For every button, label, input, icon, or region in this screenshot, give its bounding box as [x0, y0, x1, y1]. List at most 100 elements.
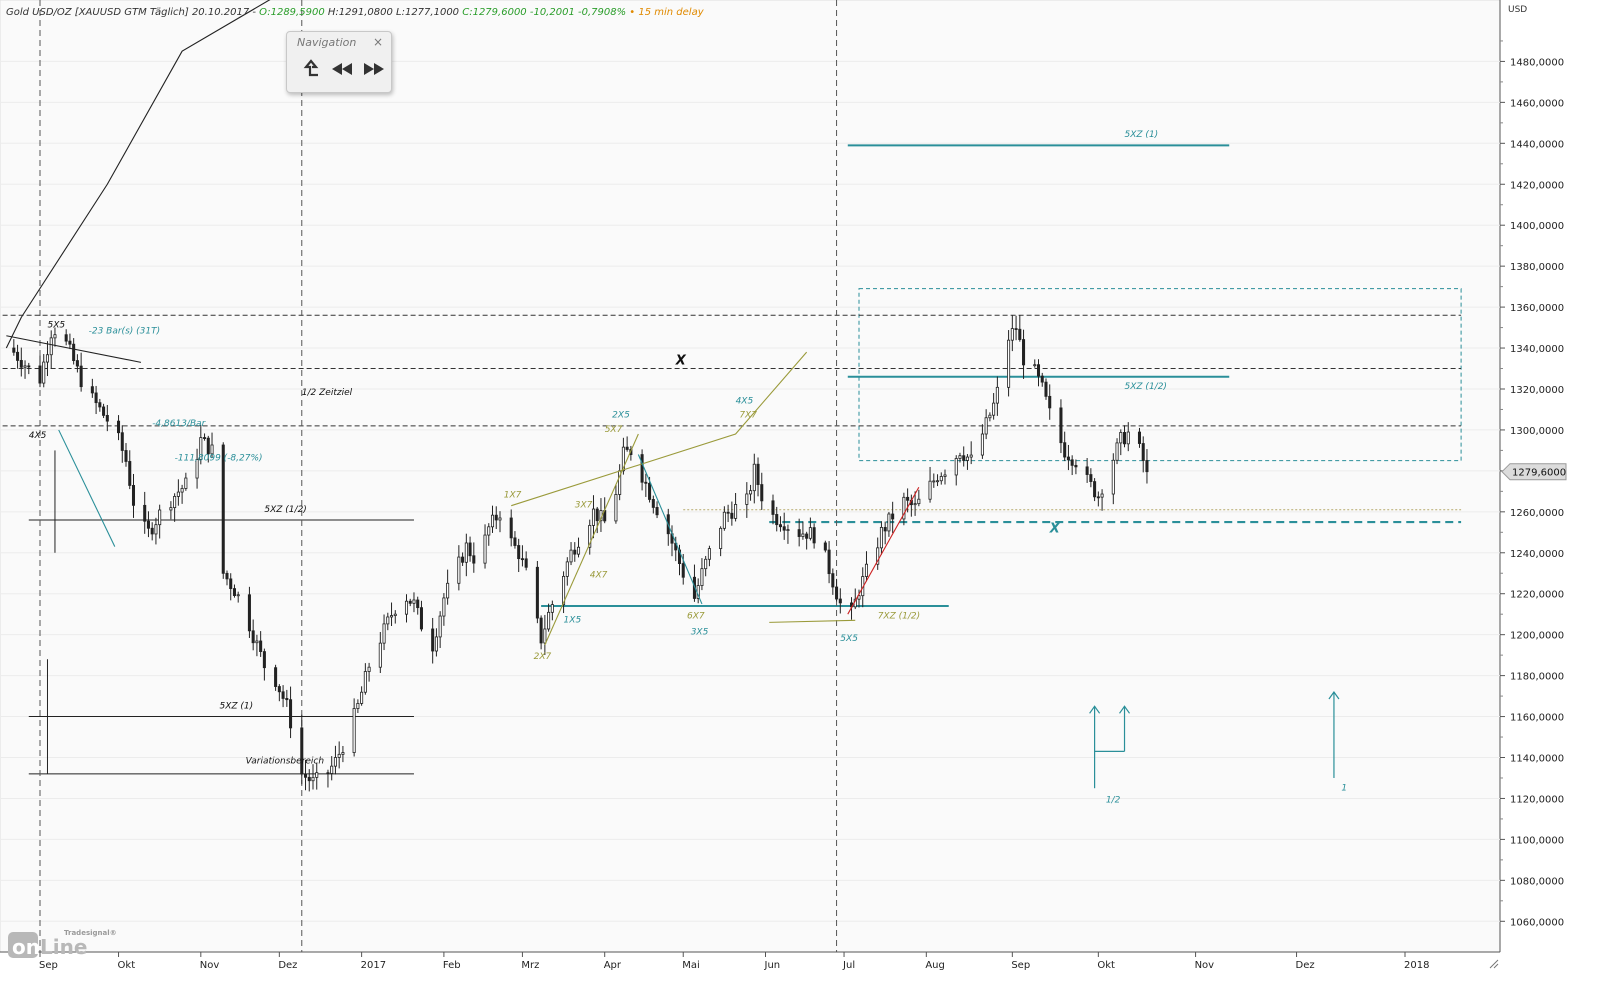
candle-body	[393, 613, 397, 616]
candle-body	[45, 354, 50, 363]
candle-body	[913, 503, 917, 506]
trend-line	[5, 0, 271, 349]
candle-body	[117, 420, 121, 434]
candle-body	[640, 454, 644, 483]
candle-body	[300, 727, 304, 775]
x-tick-label: Aug	[925, 960, 945, 971]
candle-body	[150, 527, 154, 535]
candle-body	[457, 556, 461, 584]
arrow-head	[1089, 705, 1101, 714]
chart-label: 7XZ (1/2)	[878, 611, 920, 621]
candle-body	[1036, 364, 1041, 377]
candle-body	[535, 566, 539, 619]
candle-body	[1122, 432, 1127, 445]
tradesignal-logo: Tradesignal® on Line	[8, 929, 117, 960]
candle-body	[356, 703, 360, 709]
candle-body	[419, 607, 423, 630]
chart-label: 2X5	[612, 411, 630, 421]
candle-body	[472, 555, 476, 564]
candle-body	[823, 542, 827, 551]
candle-body	[1093, 481, 1097, 498]
candle-body	[760, 484, 764, 502]
candle-body	[19, 360, 23, 368]
candle-body	[16, 351, 20, 361]
time-axis[interactable]: Sep Okt Nov Dez 2017 Feb Mrz Apr Mai Jun Jul Aug Sep…	[39, 952, 1499, 971]
candle-body	[1115, 442, 1119, 461]
candle-body	[543, 628, 547, 644]
x-tick-label: Sep	[1011, 960, 1030, 971]
candle-body	[681, 563, 685, 578]
y-tick-label: 1260,0000	[1510, 508, 1564, 519]
candle-body	[562, 575, 566, 605]
navigation-title: Navigation	[297, 36, 357, 49]
candle-body	[917, 498, 921, 505]
candle-body	[752, 463, 756, 492]
scroll-forward-button[interactable]	[361, 58, 387, 80]
candle-body	[53, 334, 57, 339]
go-to-last-button[interactable]	[297, 58, 323, 80]
trend-line	[769, 619, 856, 623]
candle-body	[199, 437, 203, 460]
chart-label: 4X5	[29, 431, 47, 441]
y-tick-label: 1100,0000	[1510, 835, 1564, 846]
candle-body	[891, 513, 895, 520]
candle-body	[591, 508, 596, 526]
candle-body	[756, 463, 760, 485]
candle-body	[936, 480, 940, 483]
x-tick-label: Nov	[1195, 960, 1215, 971]
candle-body	[382, 623, 386, 644]
candle-body	[550, 604, 554, 613]
y-tick-label: 1220,0000	[1510, 590, 1564, 601]
close-value: C:1279,6000 -10,2001 -0,7908%	[462, 7, 627, 18]
chart-label: 1X7	[504, 490, 522, 500]
vertical-lines-layer	[39, 0, 838, 952]
candle-body	[446, 582, 450, 599]
candle-body	[330, 765, 334, 774]
trend-line	[511, 351, 808, 507]
chart-label: -111,8099 (-8,27%)	[175, 454, 263, 464]
candle-body	[1063, 442, 1067, 458]
candle-body	[303, 773, 308, 778]
logo-brand-text: Tradesignal®	[64, 929, 117, 937]
candle-body	[745, 493, 749, 505]
chart-label: Variationsbereich	[246, 757, 325, 767]
candle-body	[625, 446, 629, 450]
candle-body	[801, 533, 805, 537]
chart-label: 4X7	[590, 570, 608, 580]
candle-body	[797, 529, 801, 537]
candle-body	[158, 509, 162, 526]
candle-body	[221, 444, 225, 574]
candle-body	[180, 488, 184, 493]
candle-body	[805, 533, 809, 539]
candle-body	[1010, 328, 1014, 341]
scroll-back-button[interactable]	[329, 58, 355, 80]
y-tick-label: 1400,0000	[1510, 221, 1564, 232]
close-icon[interactable]: ×	[372, 35, 383, 49]
trend-line	[847, 486, 920, 615]
candle-body	[962, 455, 966, 461]
candle-body	[1074, 464, 1078, 468]
trend-line	[544, 433, 639, 646]
candle-body	[229, 578, 233, 589]
chart-label: 5XZ (1)	[1125, 130, 1159, 140]
candle-body	[1033, 364, 1037, 367]
plot-area[interactable]	[0, 0, 1501, 953]
candle-body	[1096, 496, 1100, 499]
candle-body	[1059, 407, 1063, 444]
candle-body	[94, 392, 98, 404]
chart-label: 4X5	[736, 396, 754, 406]
grid-layer	[0, 60, 1500, 922]
candle-body	[984, 417, 988, 435]
chart-label: -4,8613/Bar	[152, 419, 206, 429]
trend-line	[6, 335, 142, 363]
navigation-panel[interactable]: Navigation ×	[286, 31, 392, 93]
candle-body	[1137, 431, 1142, 444]
candle-body	[1100, 493, 1104, 498]
candle-body	[808, 527, 812, 539]
candle-body	[225, 572, 229, 580]
y-tick-label: 1380,0000	[1510, 262, 1564, 273]
candle-body	[1141, 443, 1145, 461]
chart-label: 5XZ (1)	[220, 701, 254, 711]
candle-body	[1111, 459, 1115, 495]
